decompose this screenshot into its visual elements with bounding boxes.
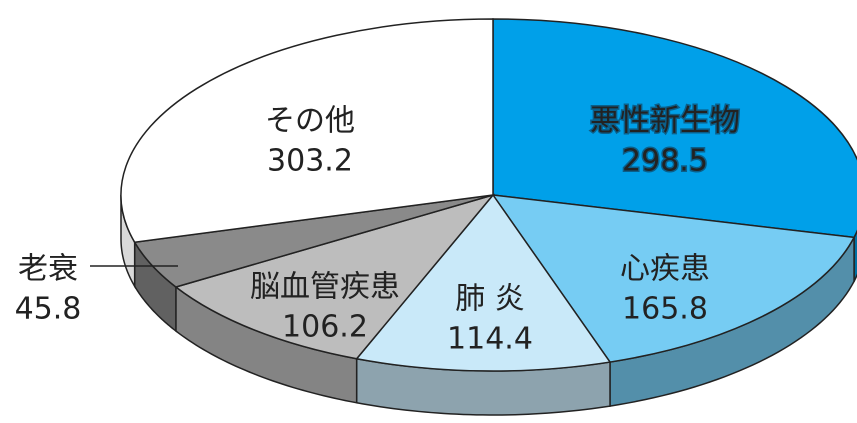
slice-label: 悪性新生物 bbox=[590, 104, 740, 139]
slice-value: 114.4 bbox=[447, 322, 533, 357]
slice-label: 老衰 bbox=[18, 252, 78, 287]
slice-value: 298.5 bbox=[622, 144, 708, 179]
slice-value: 106.2 bbox=[282, 310, 368, 345]
slice bbox=[355, 193, 612, 372]
slice-label: 脳血管疾患 bbox=[250, 270, 400, 305]
slice-label: その他 bbox=[265, 104, 355, 139]
slice-value: 303.2 bbox=[267, 144, 353, 179]
slice bbox=[491, 194, 856, 363]
slice-value: 165.8 bbox=[622, 292, 708, 327]
slice bbox=[174, 193, 496, 360]
slice-label: 肺 炎 bbox=[455, 282, 525, 317]
slice bbox=[120, 18, 494, 244]
slice-value: 45.8 bbox=[15, 292, 82, 327]
slice-label: 心疾患 bbox=[620, 252, 710, 287]
slice bbox=[492, 18, 857, 239]
